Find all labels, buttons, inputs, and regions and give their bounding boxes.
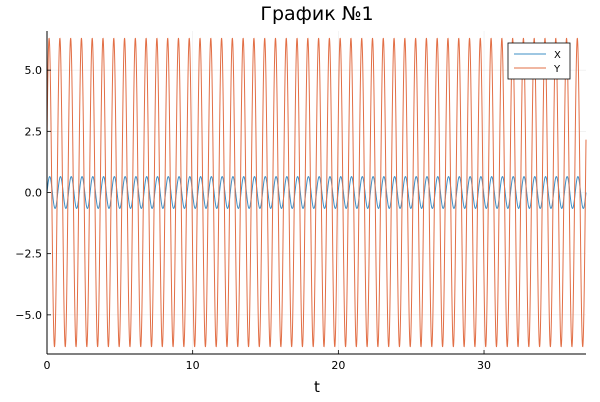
y-ticks: −5.0 −2.5 0.0 2.5 5.0 <box>15 64 51 322</box>
legend-label-y: Y <box>553 64 561 75</box>
legend-box <box>507 42 571 80</box>
x-tick-label-3: 30 <box>477 359 491 372</box>
y-tick-label-4: 5.0 <box>25 64 43 77</box>
x-tick-label-1: 10 <box>186 359 200 372</box>
chart-title: График №1 <box>260 3 373 25</box>
x-axis-label: t <box>314 378 320 396</box>
y-tick-label-3: 2.5 <box>25 125 43 138</box>
legend: XY <box>507 42 571 80</box>
x-tick-label-0: 0 <box>44 359 51 372</box>
y-tick-label-1: −2.5 <box>15 248 42 261</box>
series-line-x <box>46 176 587 209</box>
y-tick-label-2: 0.0 <box>25 187 43 200</box>
series-line-y <box>46 37 587 348</box>
legend-label-x: X <box>554 50 561 61</box>
y-tick-label-0: −5.0 <box>15 309 42 322</box>
series-lines <box>46 37 587 348</box>
x-ticks: 0 10 20 30 <box>44 350 491 372</box>
x-tick-label-2: 20 <box>331 359 345 372</box>
